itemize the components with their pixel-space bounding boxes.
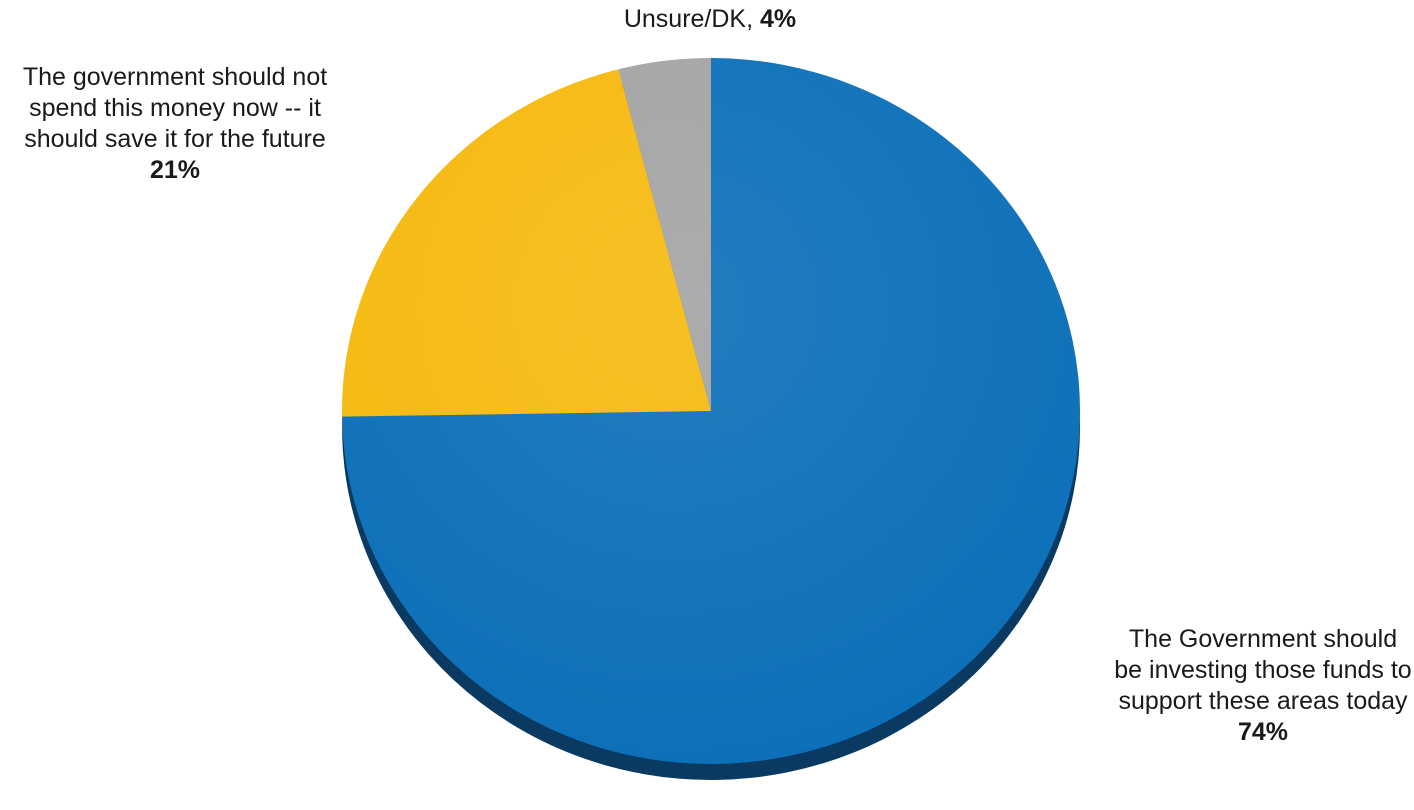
pie-sheen [342, 58, 1080, 764]
slice-value-label: 74% [1237, 718, 1289, 746]
slice-label-text: Unsure/DK [623, 5, 747, 33]
slice-label-save-for-future: The government should not spend this mon… [10, 62, 340, 186]
slice-value-label: 4% [760, 5, 797, 33]
slice-label-text: The Government should be investing those… [1114, 625, 1412, 715]
slice-label-invest-today: The Government should be investing those… [1112, 624, 1414, 748]
slice-label-text: The government should not spend this mon… [22, 63, 328, 153]
slice-value-label: 21% [149, 156, 201, 184]
slice-label-unsure: Unsure/DK, 4% [623, 5, 797, 33]
